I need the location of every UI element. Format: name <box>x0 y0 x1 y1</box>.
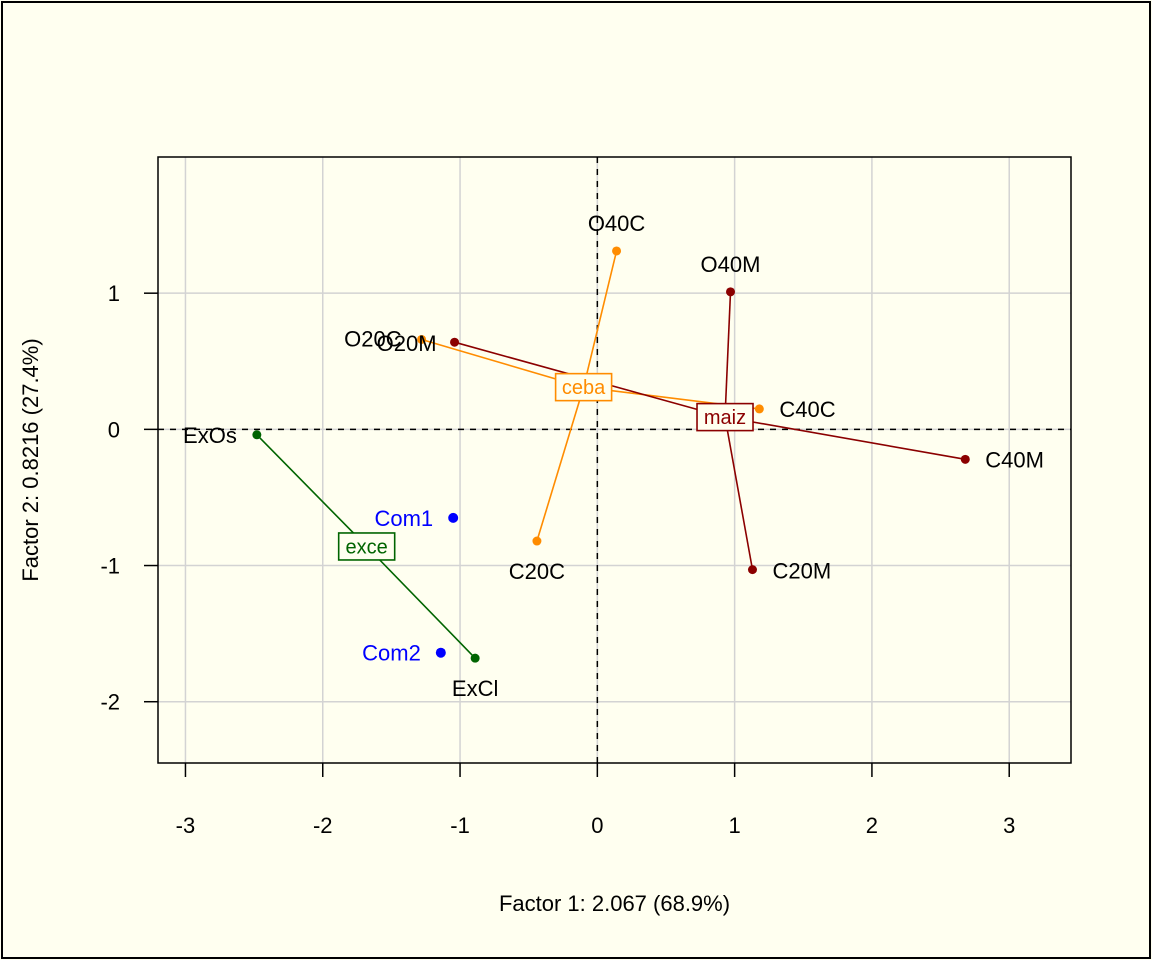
plot-box <box>157 156 1072 764</box>
point-label-o40c: O40C <box>588 211 646 236</box>
point-o20c <box>417 334 427 344</box>
x-tick-label: 1 <box>729 813 741 838</box>
group-centers: ceba maiz exce <box>337 372 754 561</box>
connector-line-c20m <box>724 416 754 570</box>
group-box-maiz <box>696 402 754 432</box>
group-label-ceba: ceba <box>562 377 606 399</box>
supplementary-point-com2 <box>435 647 446 658</box>
point-label-c20m: C20M <box>772 559 831 584</box>
point-label-o40m: O40M <box>701 252 761 277</box>
reference-lines <box>158 157 1071 763</box>
point-label-exos: ExOs <box>183 423 237 448</box>
x-tick-label: 0 <box>591 813 603 838</box>
x-tick-label: 3 <box>1003 813 1015 838</box>
point-o40m <box>726 287 736 297</box>
point-excl <box>470 653 480 663</box>
connector-lines <box>256 250 966 659</box>
y-tick-label: 0 <box>108 417 120 442</box>
y-tick-label: -2 <box>100 690 120 715</box>
point-label-o20m: O20M <box>377 331 437 356</box>
y-axis-title: Factor 2: 0.8216 (27.4%) <box>18 338 43 581</box>
point-o40c <box>612 246 622 256</box>
axes: -3 -2 -1 0 1 2 3 -2 -1 0 1 Factor 1: 2.067 (68.9%) F… <box>18 156 1072 916</box>
point-label-o20c: O20C <box>344 326 402 351</box>
point-c40c <box>754 404 764 414</box>
y-tick-label: 1 <box>108 281 120 306</box>
group-label-exce: exce <box>346 536 388 558</box>
x-axis-title: Factor 1: 2.067 (68.9%) <box>499 891 730 916</box>
point-c20m <box>747 565 757 575</box>
data-points <box>252 246 970 663</box>
x-tick-label: -2 <box>313 813 333 838</box>
point-exos <box>252 430 262 440</box>
x-tick-label: -3 <box>176 813 196 838</box>
supplementary-point-com1 <box>448 512 459 523</box>
point-o20m <box>450 337 460 347</box>
y-tick-label: -1 <box>100 554 120 579</box>
group-box-ceba <box>554 372 613 402</box>
connector-line-exos <box>256 434 368 548</box>
point-label-c40m: C40M <box>985 447 1044 472</box>
point-label-c20c: C20C <box>509 559 565 584</box>
point-c40m <box>960 454 970 464</box>
point-labels: O40C O20C C40C C20C O40M O20M C40M C20M ExOs ExCl… <box>183 211 1044 701</box>
connector-line-c40m <box>724 416 966 461</box>
connector-line-o40m <box>724 291 732 418</box>
group-box-exce <box>337 532 396 561</box>
point-c20c <box>532 536 542 546</box>
x-tick-label: -1 <box>450 813 470 838</box>
x-tick-label: 2 <box>866 813 878 838</box>
connector-line-c20c <box>536 386 585 542</box>
point-label-excl: ExCl <box>452 676 498 701</box>
point-label-c40c: C40C <box>779 397 835 422</box>
connector-line-excl <box>366 545 476 659</box>
supplementary-label-com2: Com2 <box>362 641 421 666</box>
supplementary-label-com1: Com1 <box>374 506 433 531</box>
group-label-maiz: maiz <box>704 407 746 429</box>
connector-line-o40c <box>582 250 618 388</box>
